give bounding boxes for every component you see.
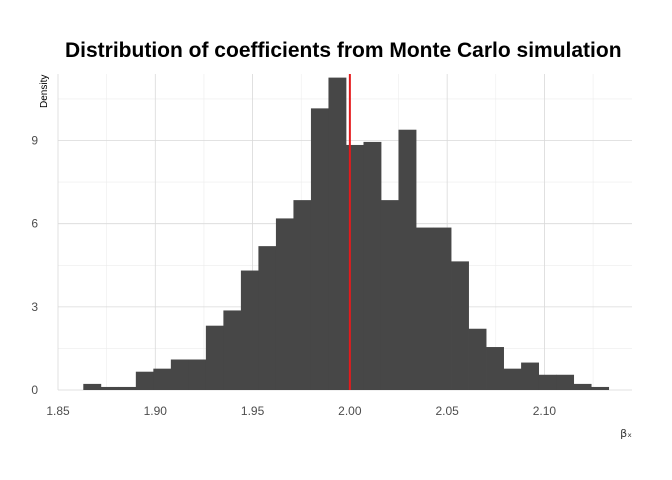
histogram-bar xyxy=(223,310,242,390)
histogram-bar xyxy=(363,141,382,390)
x-tick-label: 1.95 xyxy=(241,404,265,418)
y-tick-label: 9 xyxy=(31,134,38,148)
x-axis-ticks: 1.85 1.90 1.95 2.00 2.05 2.10 xyxy=(46,404,556,418)
x-tick-label: 2.05 xyxy=(435,404,459,418)
histogram-bar xyxy=(433,227,452,390)
y-tick-label: 6 xyxy=(31,217,38,231)
x-tick-label: 2.10 xyxy=(533,404,557,418)
histogram-bar xyxy=(293,200,312,390)
histogram-bar xyxy=(486,347,504,390)
histogram-bar xyxy=(170,359,189,390)
histogram-bar xyxy=(275,218,294,390)
histogram-bar xyxy=(153,368,172,390)
x-axis-label: βₓ xyxy=(620,427,632,440)
histogram-bar xyxy=(451,261,469,390)
histogram-bar xyxy=(591,386,610,390)
chart-title: Distribution of coefficients from Monte … xyxy=(65,39,622,62)
histogram-bar xyxy=(398,129,417,390)
histogram-bar xyxy=(573,383,592,390)
histogram-bar xyxy=(83,383,102,390)
histogram-bar xyxy=(118,386,137,390)
histogram-bar xyxy=(328,77,347,390)
histogram-bar xyxy=(521,362,540,390)
histogram-bar xyxy=(135,371,154,390)
histogram-bar xyxy=(258,246,277,390)
y-axis-label: Density xyxy=(39,75,50,108)
histogram-bar xyxy=(310,108,329,390)
histogram-bar xyxy=(503,368,522,390)
histogram-bar xyxy=(100,386,119,390)
x-tick-label: 2.00 xyxy=(338,404,362,418)
histogram-bar xyxy=(205,325,224,390)
x-tick-label: 1.90 xyxy=(144,404,168,418)
y-tick-label: 3 xyxy=(31,300,38,314)
histogram-bars xyxy=(83,77,610,390)
histogram-bar xyxy=(416,227,434,390)
histogram-bar xyxy=(345,144,364,390)
y-tick-label: 0 xyxy=(31,383,38,397)
y-axis-ticks: 0 3 6 9 xyxy=(31,134,38,397)
histogram-bar xyxy=(240,270,259,390)
histogram-bar xyxy=(468,328,487,390)
x-tick-label: 1.85 xyxy=(46,404,70,418)
histogram-bar xyxy=(380,200,399,390)
histogram-bar xyxy=(538,374,557,390)
histogram-bar xyxy=(188,359,207,390)
histogram-bar xyxy=(556,374,575,390)
